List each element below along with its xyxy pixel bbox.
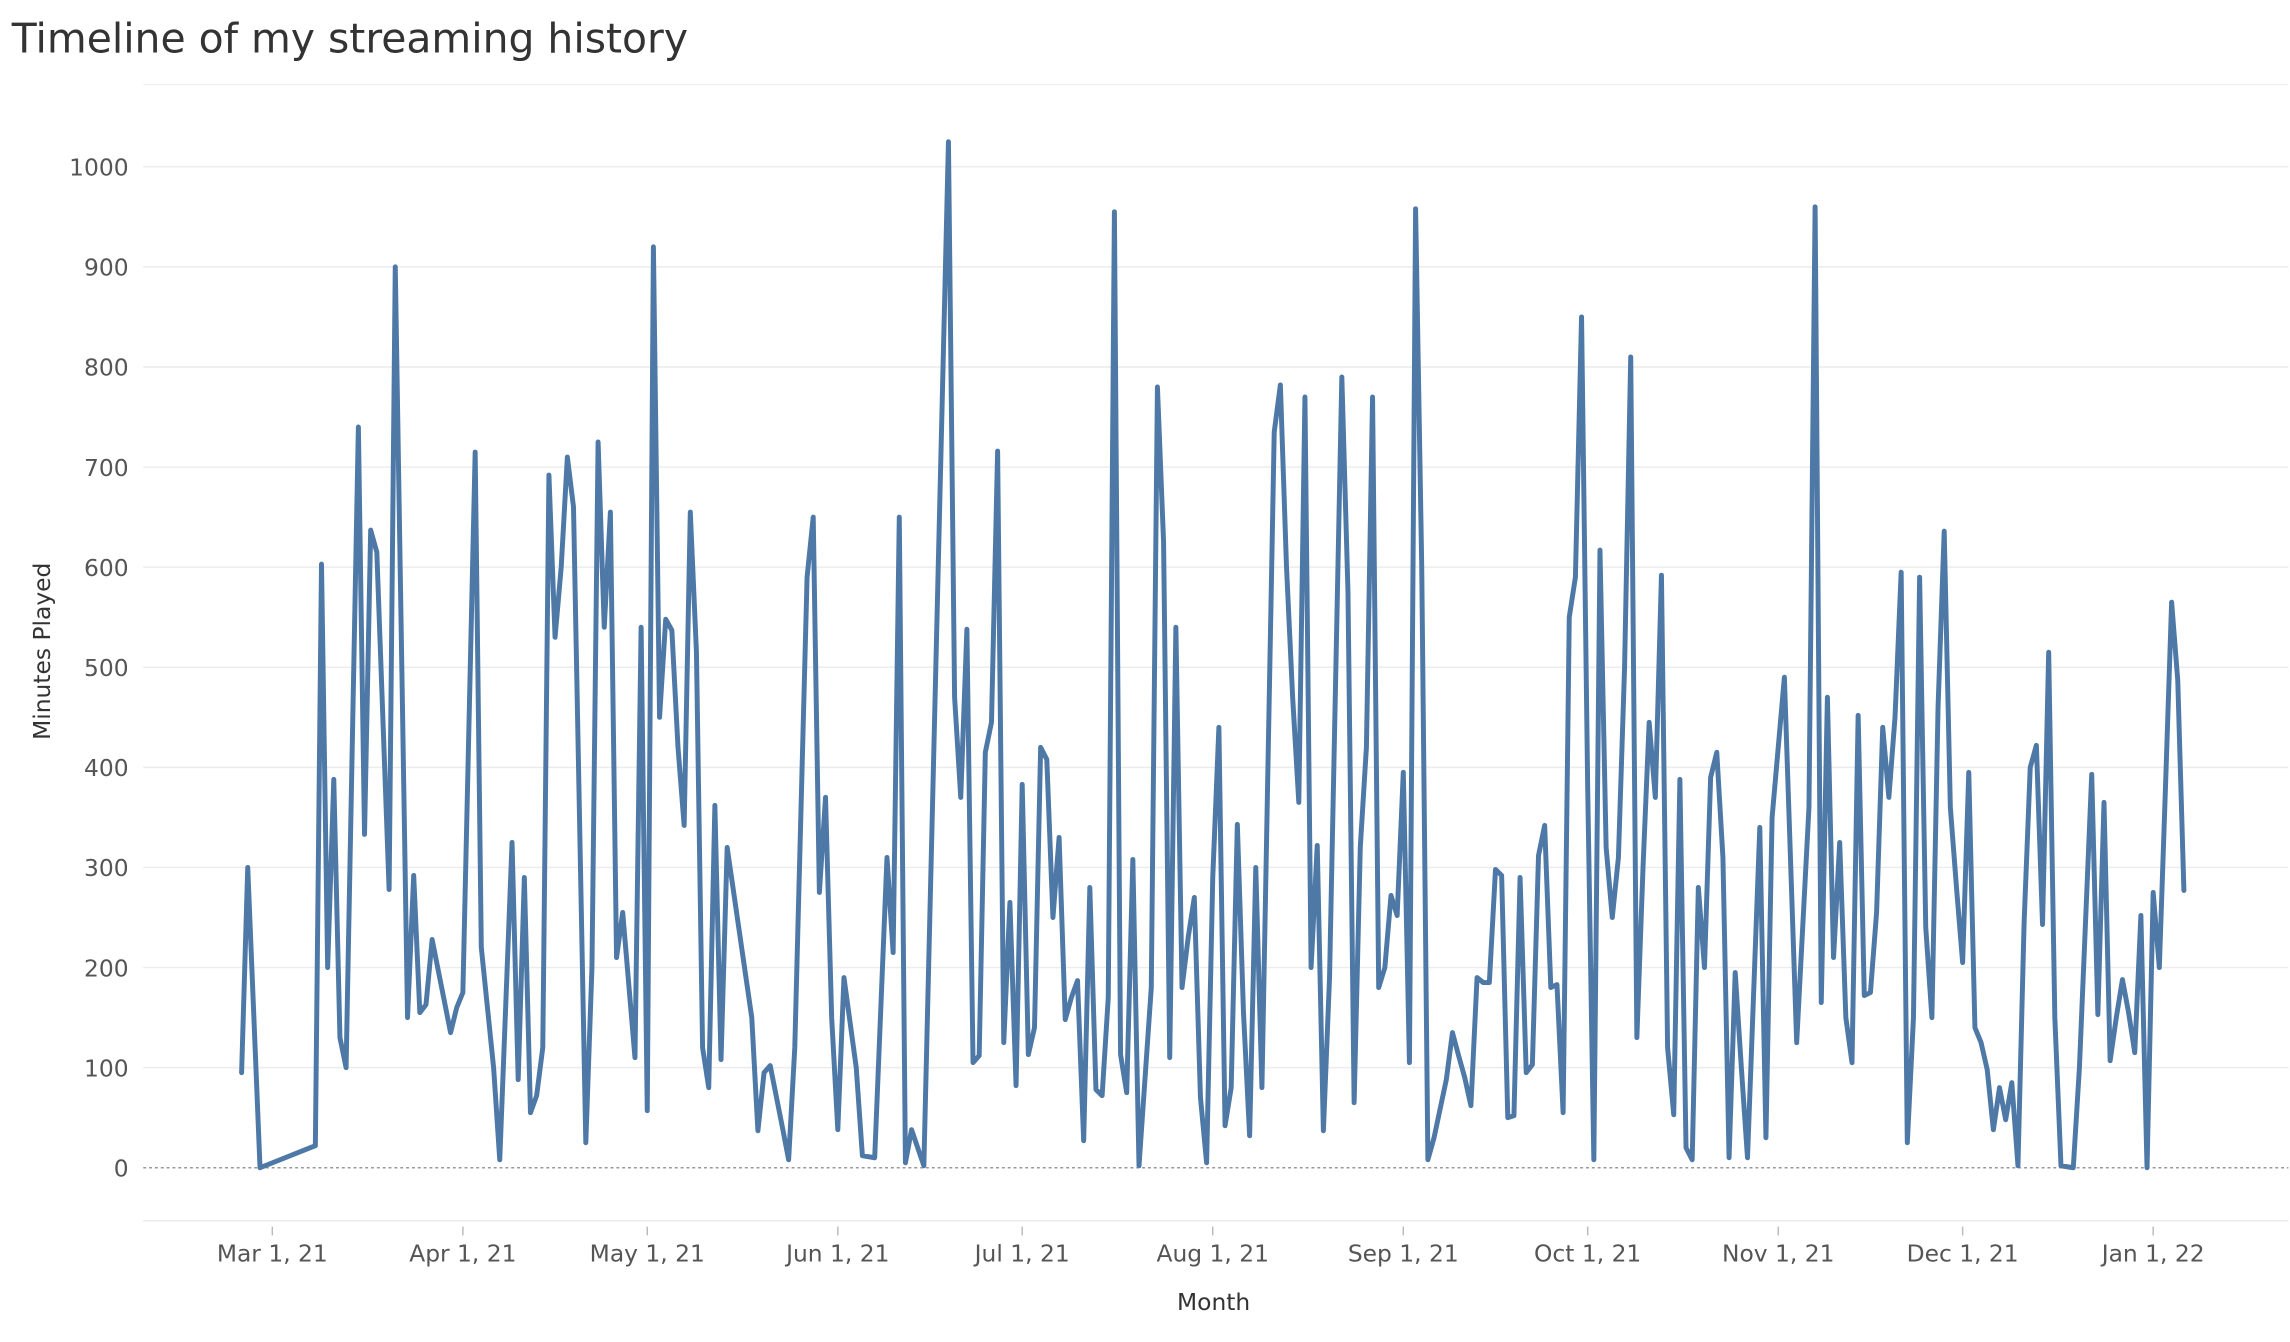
x-tick-label: Nov 1, 21 (1722, 1240, 1834, 1268)
y-tick-label: 100 (84, 1054, 129, 1082)
x-tick-label: Sep 1, 21 (1348, 1240, 1459, 1268)
x-tick-label: Mar 1, 21 (217, 1240, 328, 1268)
chart-title: Timeline of my streaming history (11, 15, 688, 63)
x-tick-label: Jul 1, 21 (973, 1240, 1070, 1268)
x-tick-label: Jun 1, 21 (784, 1240, 889, 1268)
x-tick-label: Dec 1, 21 (1907, 1240, 2019, 1268)
x-tick-label: Aug 1, 21 (1157, 1240, 1269, 1268)
y-tick-label: 0 (114, 1155, 129, 1183)
y-tick-label: 600 (84, 554, 129, 582)
x-tick-label: Apr 1, 21 (409, 1240, 516, 1268)
y-tick-label: 700 (84, 454, 129, 482)
y-tick-label: 500 (84, 654, 129, 682)
line-series (239, 139, 2187, 1171)
y-tick-label: 800 (84, 354, 129, 382)
y-tick-label: 200 (84, 954, 129, 982)
y-axis-title: Minutes Played (28, 563, 56, 740)
x-tick-label: Jan 1, 22 (2100, 1240, 2205, 1268)
y-tick-label: 300 (84, 854, 129, 882)
x-tick-label: Oct 1, 21 (1534, 1240, 1641, 1268)
y-tick-label: 1000 (69, 154, 128, 182)
x-axis-title: Month (1177, 1288, 1250, 1316)
y-tick-label: 400 (84, 754, 129, 782)
x-tick-label: May 1, 21 (590, 1240, 705, 1268)
y-tick-label: 900 (84, 254, 129, 282)
